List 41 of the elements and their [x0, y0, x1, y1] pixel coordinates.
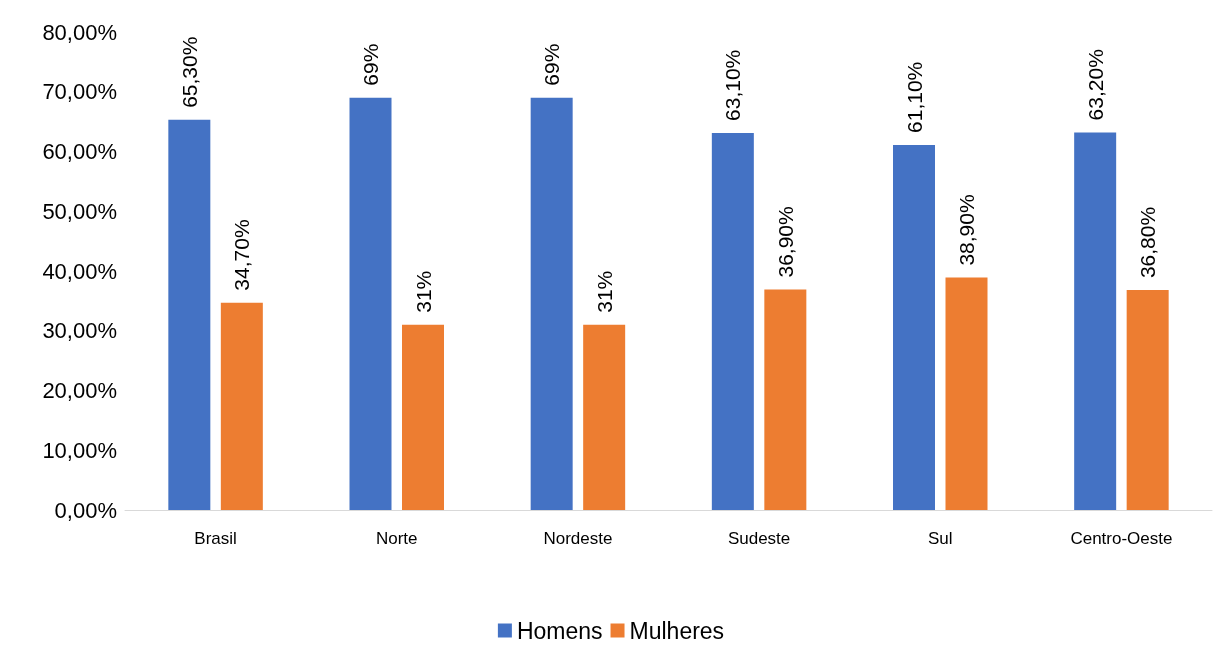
y-tick-label: 20,00% [42, 378, 117, 403]
x-tick-label: Brasil [194, 529, 237, 548]
x-tick-label: Nordeste [543, 529, 613, 548]
y-tick-label: 60,00% [42, 139, 117, 164]
data-label: 36,90% [773, 206, 797, 278]
bar [583, 324, 626, 510]
y-tick-label: 80,00% [42, 19, 117, 45]
bar [530, 97, 573, 510]
bar [402, 324, 444, 510]
data-label: 31% [411, 270, 435, 313]
data-label: 38,90% [955, 194, 978, 266]
bar [764, 289, 807, 510]
data-label: 36,80% [1136, 206, 1160, 279]
x-tick-label: Norte [375, 529, 418, 548]
bar [945, 277, 988, 510]
data-label: 63,20% [1083, 49, 1107, 121]
data-label: 69% [359, 43, 382, 86]
legend-label: Mulheres [629, 617, 725, 644]
data-label: 63,10% [721, 49, 745, 121]
data-label: 34,70% [230, 219, 254, 291]
y-tick-label: 30,00% [42, 318, 117, 344]
bar [349, 97, 392, 510]
data-label: 31% [592, 270, 616, 313]
y-tick-label: 70,00% [42, 79, 117, 105]
x-tick-label: Sul [927, 529, 953, 548]
bar [220, 302, 263, 510]
x-tick-label: Centro-Oeste [1070, 529, 1173, 548]
bar [1126, 290, 1169, 510]
y-tick-label: 40,00% [42, 258, 117, 284]
y-tick-label: 0,00% [54, 497, 117, 523]
bar [1074, 132, 1117, 510]
bar [893, 144, 935, 510]
x-tick-label: Sudeste [727, 529, 791, 548]
data-label: 61,10% [902, 61, 926, 133]
bar [711, 132, 754, 510]
legend-label: Homens [516, 617, 603, 644]
data-label: 65,30% [177, 36, 201, 108]
bar [168, 119, 211, 510]
y-tick-label: 10,00% [42, 437, 117, 463]
y-tick-label: 50,00% [42, 198, 117, 224]
data-label: 69% [540, 43, 564, 86]
